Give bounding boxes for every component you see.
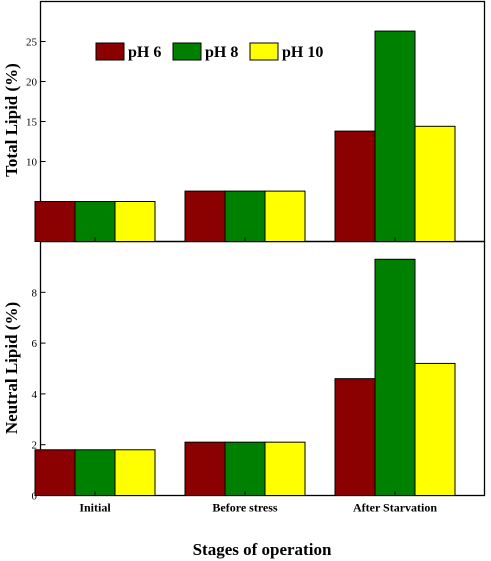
top-bar-ph10-2 <box>414 125 456 242</box>
top-ytick-label: 20 <box>26 77 38 89</box>
top-bar-ph6-2 <box>334 130 376 243</box>
top-bar-ph10-0 <box>114 201 156 242</box>
bottom-bar-ph6-2 <box>334 378 376 496</box>
legend-label-ph10: pH 10 <box>282 44 323 61</box>
bottom-ytick-label: 0 <box>32 491 38 503</box>
bottom-bar-ph8-0 <box>74 449 116 496</box>
x-axis-title: Stages of operation <box>193 540 332 559</box>
bottom-bar-ph6-1 <box>184 441 226 497</box>
legend-swatch-ph6 <box>95 42 125 61</box>
top-ytick-label: 10 <box>26 157 38 169</box>
legend-label-ph8: pH 8 <box>205 44 238 61</box>
bottom-ytick-label: 6 <box>32 338 38 350</box>
bottom-plot-area: 0 2 4 6 8 Initial Before stress After Starvatio… <box>32 258 456 515</box>
legend: pH 6 pH 8 pH 10 <box>95 42 323 61</box>
top-ytick-label: 15 <box>26 117 38 129</box>
top-bar-ph8-0 <box>74 201 116 242</box>
bottom-bar-ph10-2 <box>414 362 456 497</box>
legend-label-ph6: pH 6 <box>128 44 161 61</box>
top-bar-ph10-1 <box>264 190 306 243</box>
bottom-y-axis-title: Neutral Lipid (%) <box>2 302 21 434</box>
bottom-ytick-label: 4 <box>32 389 38 401</box>
bottom-category-label: After Starvation <box>353 501 437 515</box>
top-y-axis-title: Total Lipid (%) <box>2 63 21 177</box>
bottom-bar-ph10-0 <box>114 449 156 496</box>
bottom-bar-ph8-1 <box>224 441 266 497</box>
top-bar-ph6-1 <box>184 190 226 243</box>
top-plot-area: 10 15 20 25 <box>26 30 456 243</box>
top-ytick-label: 25 <box>26 37 38 49</box>
bottom-bar-ph8-2 <box>374 258 416 496</box>
bottom-category-label: Initial <box>79 501 111 515</box>
bottom-bar-ph6-0 <box>34 449 76 496</box>
top-bar-ph8-2 <box>374 30 416 242</box>
bottom-ytick-label: 8 <box>32 287 38 299</box>
legend-swatch-ph10 <box>249 42 279 61</box>
bottom-category-label: Before stress <box>212 501 278 515</box>
top-bar-ph6-0 <box>34 201 76 242</box>
bottom-ytick-label: 2 <box>32 440 38 452</box>
legend-swatch-ph8 <box>172 42 202 61</box>
bottom-bar-ph10-1 <box>264 441 306 497</box>
top-bar-ph8-1 <box>224 190 266 243</box>
